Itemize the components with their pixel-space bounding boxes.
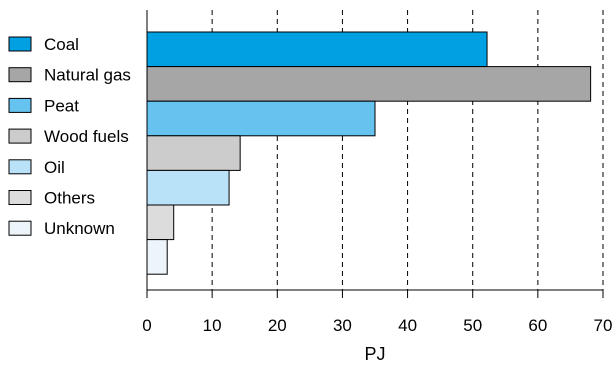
legend-swatch	[8, 97, 32, 113]
legend-swatch	[8, 220, 32, 236]
legend-label: Peat	[44, 96, 79, 115]
x-tick-label: 70	[594, 316, 613, 335]
bar-oil	[146, 169, 230, 206]
x-tick-label: 20	[268, 316, 287, 335]
x-tick-label: 30	[333, 316, 352, 335]
legend-label: Others	[44, 189, 95, 208]
bar-wood-fuels	[146, 135, 241, 171]
legend-swatch	[8, 36, 32, 52]
legend-label: Unknown	[44, 219, 115, 238]
x-axis-title: PJ	[364, 344, 385, 364]
legend-label: Wood fuels	[44, 127, 129, 146]
legend-swatch	[8, 67, 32, 83]
axes	[146, 10, 604, 298]
bar-others	[146, 204, 175, 241]
legend-swatch	[8, 128, 32, 144]
legend-label: Coal	[44, 35, 79, 54]
legend-swatch	[8, 190, 32, 205]
x-tick-label: 0	[142, 316, 151, 335]
x-tick-label: 50	[463, 316, 482, 335]
x-tick-label: 10	[203, 316, 222, 335]
bar-peat	[146, 100, 376, 137]
x-tick-labels: 0 10 20 30 40 50 60 70	[142, 316, 612, 335]
legend: Coal Natural gas Peat Wood fuels Oil Others Un…	[8, 35, 131, 238]
legend-label: Natural gas	[44, 66, 131, 85]
x-tick-label: 60	[528, 316, 547, 335]
legend-swatch	[8, 159, 32, 175]
bar-unknown	[146, 239, 168, 275]
bars	[146, 31, 592, 275]
bar-coal	[146, 31, 488, 68]
bar-natural-gas	[146, 66, 592, 102]
x-tick-label: 40	[398, 316, 417, 335]
legend-label: Oil	[44, 158, 65, 177]
